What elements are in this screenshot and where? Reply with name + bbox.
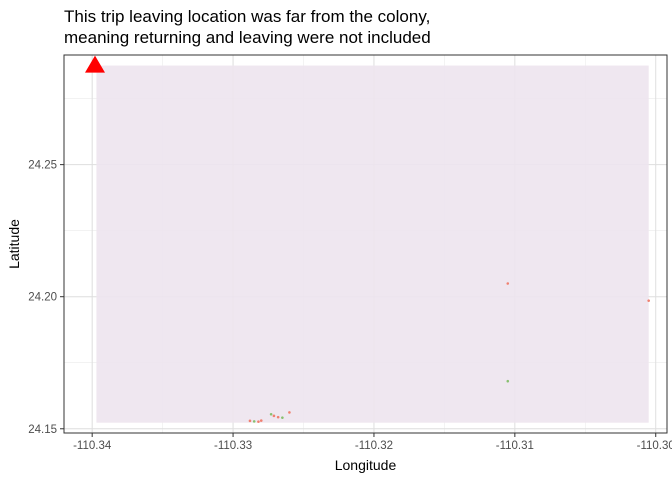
track-point [248,419,252,423]
x-tick-label: -110.32 [355,440,393,452]
background-region [96,65,649,423]
x-tick-label: -110.34 [73,440,112,452]
track-point [506,282,510,285]
track-point [276,415,280,419]
track-point [259,419,263,422]
track-point [257,420,260,423]
y-tick-label: 24.15 [28,424,57,436]
y-axis: 24.15 24.20 24.25 [28,160,64,436]
track-point [281,416,284,419]
track-point [506,379,510,383]
x-axis: -110.34 -110.33 -110.32 -110.31 -110.30 [73,433,672,452]
track-point [252,420,256,423]
y-tick-label: 24.25 [28,160,57,172]
track-point [272,414,276,418]
x-tick-label: -110.31 [496,440,534,452]
track-point [288,411,291,414]
panel-border [63,54,668,434]
chart-title-line-1: This trip leaving location was far from … [64,7,431,26]
x-tick-label: -110.30 [637,440,672,452]
chart-title-line-2: meaning returning and leaving were not i… [64,28,431,47]
y-axis-title: Latitude [6,219,22,269]
track-point [647,299,650,302]
chart-title: This trip leaving location was far from … [64,6,664,48]
y-tick-label: 24.20 [28,292,57,304]
track-point [269,412,273,416]
x-tick-label: -110.33 [214,440,252,452]
colony-marker [84,55,105,73]
track-points [248,282,650,423]
x-axis-title: Longitude [335,457,397,473]
